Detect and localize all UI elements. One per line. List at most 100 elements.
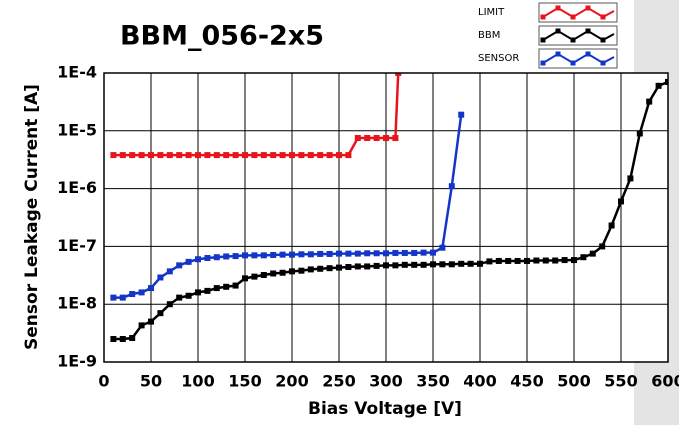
data-point [326, 152, 333, 159]
data-point [392, 135, 399, 142]
data-point [298, 267, 305, 274]
data-point [110, 335, 117, 342]
data-point [411, 261, 418, 268]
legend-marker [570, 14, 576, 20]
data-point [317, 152, 324, 159]
data-point [119, 294, 126, 301]
data-point [176, 152, 183, 159]
data-point [232, 282, 239, 289]
data-point [439, 244, 446, 251]
x-tick-label: 250 [322, 372, 355, 391]
plot-frame [103, 72, 669, 363]
x-tick-label: 0 [98, 372, 109, 391]
x-tick-label: 500 [557, 372, 590, 391]
y-tick-label: 1E-4 [57, 63, 97, 82]
data-point [317, 265, 324, 272]
data-point [364, 263, 371, 270]
data-point [514, 257, 521, 264]
data-point [110, 294, 117, 301]
data-point [345, 264, 352, 271]
data-point [345, 152, 352, 159]
data-point [655, 82, 662, 89]
x-tick-label: 50 [140, 372, 162, 391]
legend-marker [540, 14, 546, 20]
data-point [477, 260, 483, 267]
data-point [420, 261, 427, 268]
data-point [392, 262, 399, 269]
data-point [242, 252, 248, 259]
data-point [486, 258, 493, 265]
data-point [270, 251, 277, 258]
data-point [129, 152, 136, 159]
data-point [354, 263, 361, 270]
data-point [148, 285, 154, 292]
data-point [636, 130, 643, 137]
data-point [185, 152, 192, 159]
data-point [430, 249, 436, 256]
data-point [195, 256, 201, 263]
data-point [232, 253, 239, 260]
data-point [401, 249, 408, 256]
legend-marker [585, 51, 591, 57]
legend-marker [600, 37, 606, 43]
data-point [307, 266, 314, 273]
data-point [326, 265, 333, 272]
data-point [213, 254, 220, 261]
data-point [364, 135, 371, 142]
x-tick-label: 100 [181, 372, 214, 391]
data-point [589, 250, 596, 257]
data-point [138, 289, 145, 296]
legend-label: SENSOR [478, 53, 519, 64]
legend-marker [600, 60, 606, 66]
data-point [448, 261, 455, 268]
data-point [260, 272, 267, 279]
data-point [129, 335, 136, 342]
y-tick-label: 1E-6 [57, 178, 97, 197]
data-point [213, 152, 220, 159]
data-point [157, 274, 164, 281]
data-point [148, 152, 154, 159]
data-point [458, 111, 465, 118]
data-point [166, 301, 173, 308]
data-point [307, 251, 314, 258]
data-point [242, 152, 248, 159]
data-point [392, 249, 399, 256]
data-point [176, 262, 183, 269]
data-point [260, 152, 267, 159]
legend-marker [570, 60, 576, 66]
legend-marker [540, 37, 546, 43]
data-point [138, 322, 145, 329]
data-point [289, 152, 295, 159]
data-point [467, 260, 474, 267]
legend-label: BBM [478, 30, 500, 41]
chart-title: BBM_056-2x5 [120, 21, 324, 52]
x-tick-label: 350 [416, 372, 449, 391]
legend-marker [555, 28, 561, 34]
data-point [289, 268, 295, 275]
data-point [552, 257, 559, 264]
data-point [533, 257, 540, 264]
data-point [373, 135, 380, 142]
legend-marker [570, 37, 576, 43]
data-point [260, 252, 267, 259]
data-point [505, 257, 512, 264]
data-point [665, 78, 668, 85]
data-point [119, 335, 126, 342]
data-point [223, 152, 230, 159]
legend-marker [555, 51, 561, 57]
data-point [542, 257, 549, 264]
data-point [336, 264, 342, 271]
data-point [524, 257, 530, 264]
data-point [110, 152, 117, 159]
data-point [223, 253, 230, 260]
data-point [279, 251, 286, 258]
data-point [279, 269, 286, 276]
data-point [383, 250, 389, 257]
y-tick-label: 1E-9 [57, 352, 97, 371]
data-point [129, 291, 136, 298]
data-point [251, 252, 258, 259]
data-point [336, 152, 342, 159]
y-tick-label: 1E-7 [57, 236, 97, 255]
data-point [336, 250, 342, 257]
